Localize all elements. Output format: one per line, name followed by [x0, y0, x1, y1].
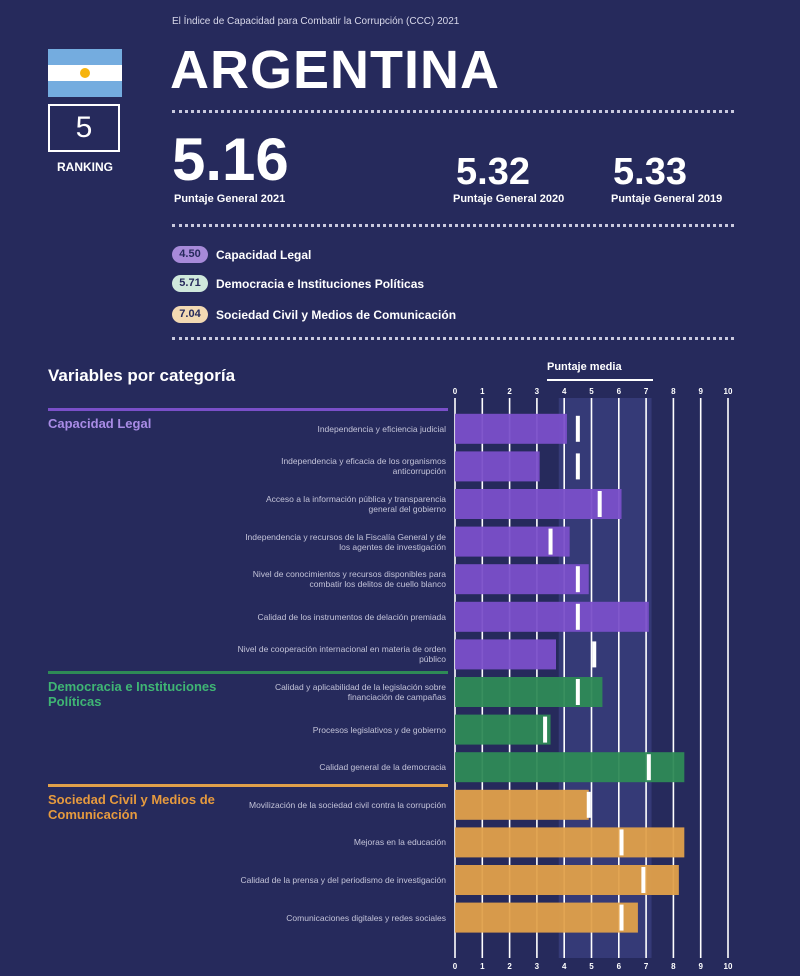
variable-label: Independencia y recursos de la Fiscalía … — [245, 531, 446, 552]
median-marker — [592, 641, 597, 668]
variable-label: Nivel de cooperación internacional en ma… — [237, 644, 446, 665]
subscore-democracia-label: Democracia e Instituciones Políticas — [216, 277, 425, 291]
x-tick-label: 4 — [561, 962, 567, 971]
subscore-capacidad-value: 4.50 — [172, 246, 208, 263]
score-2019: 5.33 — [613, 151, 687, 193]
bar — [455, 827, 685, 858]
bar — [455, 564, 589, 595]
x-tick-label: 5 — [589, 387, 594, 396]
category-separator — [48, 408, 448, 411]
variable-label: Comunicaciones digitales y redes sociale… — [286, 912, 446, 923]
argentina-flag — [48, 49, 122, 97]
x-tick-label: 8 — [671, 962, 676, 971]
bar — [455, 413, 567, 444]
median-marker — [619, 829, 624, 856]
x-tick-label: 2 — [507, 962, 512, 971]
median-marker — [597, 491, 602, 517]
x-tick-label: 3 — [534, 962, 540, 971]
bar — [455, 601, 649, 632]
x-tick-label: 1 — [480, 387, 485, 396]
score-2021-label: Puntaje General 2021 — [174, 193, 286, 205]
x-tick-label: 10 — [723, 387, 733, 396]
x-tick-label: 0 — [452, 387, 458, 396]
variable-label: Nivel de conocimientos y recursos dispon… — [252, 569, 446, 590]
score-2019-label: Puntaje General 2019 — [611, 193, 723, 205]
median-marker — [575, 679, 580, 705]
variable-label: Calidad y aplicabilidad de la legislació… — [274, 682, 446, 702]
bar — [455, 489, 622, 519]
x-tick-label: 2 — [507, 387, 512, 396]
category-label: Sociedad Civil y Medios de Comunicación — [48, 792, 215, 822]
country-title: ARGENTINA — [170, 40, 500, 100]
subscore-capacidad-label: Capacidad Legal — [216, 248, 312, 262]
bar — [455, 451, 540, 482]
report-supertitle: El Índice de Capacidad para Combatir la … — [172, 16, 460, 27]
variable-label: Independencia y eficiencia judicial — [317, 423, 446, 434]
median-marker — [619, 904, 624, 931]
variable-label: Mejoras en la educación — [353, 837, 446, 848]
x-tick-label: 1 — [480, 962, 485, 971]
x-tick-label: 5 — [589, 962, 594, 971]
median-marker — [641, 867, 646, 893]
x-tick-label: 0 — [452, 962, 458, 971]
x-tick-label: 6 — [616, 962, 622, 971]
subscore-sociedad-label: Sociedad Civil y Medios de Comunicación — [216, 308, 457, 322]
median-legend-line — [547, 379, 653, 381]
bar — [455, 902, 638, 933]
score-2020: 5.32 — [456, 151, 530, 193]
x-tick-label: 9 — [698, 962, 703, 971]
x-tick-label: 6 — [616, 387, 622, 396]
category-label: Democracia e Instituciones Políticas — [48, 679, 217, 710]
x-tick-label: 7 — [643, 387, 649, 396]
median-marker — [575, 453, 580, 480]
variable-label: Acceso a la información pública y transp… — [265, 494, 446, 514]
bar — [455, 714, 551, 745]
section-title: Variables por categoría — [48, 366, 236, 385]
x-tick-label: 10 — [723, 962, 733, 971]
variable-label: Movilización de la sociedad civil contra… — [248, 799, 446, 810]
variable-label: Independencia y eficacia de los organism… — [281, 456, 446, 477]
bar — [455, 677, 603, 707]
median-marker — [646, 754, 651, 781]
bar — [455, 752, 685, 783]
x-tick-label: 7 — [643, 962, 649, 971]
category-separator — [48, 671, 448, 675]
subscore-democracia-value: 5.71 — [172, 275, 208, 292]
subscore-sociedad-value: 7.04 — [172, 306, 208, 323]
divider-bottom — [172, 337, 734, 340]
ranking-label: RANKING — [57, 160, 113, 174]
x-tick-label: 4 — [561, 387, 567, 396]
score-2020-label: Puntaje General 2020 — [453, 193, 565, 205]
category-separator — [48, 784, 448, 787]
x-tick-label: 3 — [534, 387, 540, 396]
sun-icon — [80, 68, 90, 78]
x-tick-label: 8 — [671, 387, 676, 396]
median-legend-label: Puntaje media — [547, 361, 622, 373]
median-marker — [543, 716, 548, 743]
median-marker — [575, 415, 580, 442]
variable-label: Calidad de la prensa y del periodismo de… — [240, 875, 446, 885]
bar — [455, 789, 589, 820]
median-marker — [548, 528, 553, 555]
x-tick-label: 9 — [698, 387, 703, 396]
score-2021: 5.16 — [172, 126, 289, 193]
variable-label: Calidad general de la democracia — [319, 762, 446, 773]
median-marker — [575, 566, 580, 593]
ranking-value: 5 — [48, 104, 120, 152]
divider-top — [172, 110, 734, 113]
divider-middle — [172, 224, 734, 227]
category-label: Capacidad Legal — [48, 416, 152, 431]
median-marker — [575, 603, 580, 630]
median-marker — [586, 791, 591, 818]
variable-label: Procesos legislativos y de gobierno — [312, 724, 446, 735]
variable-label: Calidad de los instrumentos de delación … — [257, 611, 446, 622]
bar — [455, 639, 557, 670]
